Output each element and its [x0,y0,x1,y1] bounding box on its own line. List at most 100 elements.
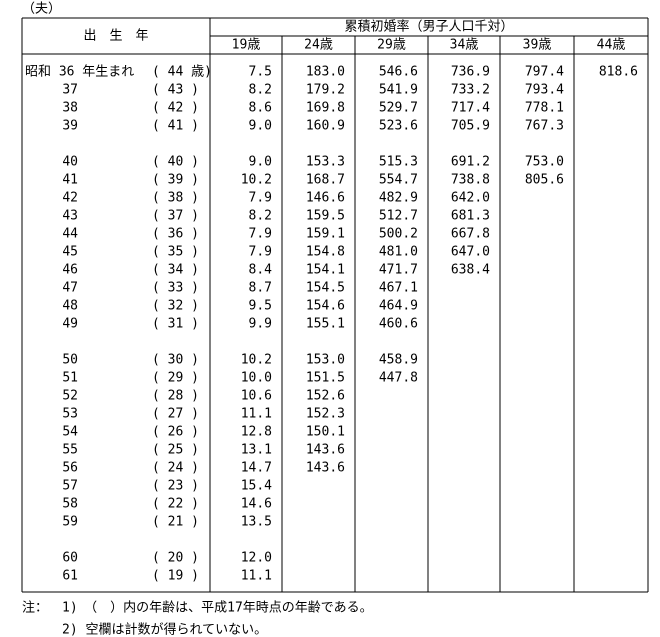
value-cell: 460.6 [379,317,418,332]
age: ( 37 ) [152,209,199,224]
birth-year: 44 [62,227,78,242]
value-cell: 797.4 [525,65,564,80]
value-cell: 13.1 [241,443,272,458]
value-cell: 9.5 [249,299,272,314]
value-cell: 467.1 [379,281,418,296]
birth-year: 42 [62,191,78,206]
value-cell: 10.2 [241,173,272,188]
value-cell: 152.3 [306,407,345,422]
value-cell: 447.8 [379,371,418,386]
value-cell: 8.2 [249,83,272,98]
age: ( 25 ) [152,443,199,458]
value-cell: 529.7 [379,101,418,116]
column-header: 44歳 [597,38,626,53]
value-cell: 13.5 [241,515,272,530]
value-cell: 154.1 [306,263,345,278]
birth-year: 56 [62,461,78,476]
age: ( 26 ) [152,425,199,440]
birth-year: 58 [62,497,78,512]
value-cell: 159.5 [306,209,345,224]
age: ( 41 ) [152,119,199,134]
value-cell: 681.3 [451,209,490,224]
value-cell: 10.0 [241,371,272,386]
value-cell: 9.9 [249,317,272,332]
value-cell: 159.1 [306,227,345,242]
age: ( 19 ) [152,569,199,584]
birth-year: 49 [62,317,78,332]
age: ( 31 ) [152,317,199,332]
value-cell: 10.6 [241,389,272,404]
age: ( 44 歳) [152,65,212,80]
age: ( 36 ) [152,227,199,242]
value-cell: 160.9 [306,119,345,134]
value-cell: 154.8 [306,245,345,260]
value-cell: 541.9 [379,83,418,98]
age: ( 39 ) [152,173,199,188]
value-cell: 736.9 [451,65,490,80]
value-cell: 169.8 [306,101,345,116]
value-cell: 183.0 [306,65,345,80]
value-cell: 12.8 [241,425,272,440]
note: 2) 空欄は計数が得られていない。 [62,622,267,637]
value-cell: 458.9 [379,353,418,368]
age: ( 24 ) [152,461,199,476]
birth-year-header: 出 生 年 [83,29,148,44]
value-cell: 10.2 [241,353,272,368]
age: ( 32 ) [152,299,199,314]
value-cell: 753.0 [525,155,564,170]
birth-year: 51 [62,371,78,386]
value-cell: 8.6 [249,101,272,116]
value-cell: 738.8 [451,173,490,188]
age: ( 34 ) [152,263,199,278]
age: ( 40 ) [152,155,199,170]
value-cell: 546.6 [379,65,418,80]
value-cell: 179.2 [306,83,345,98]
column-header: 24歳 [304,38,333,53]
value-cell: 778.1 [525,101,564,116]
birth-year: 46 [62,263,78,278]
value-cell: 481.0 [379,245,418,260]
value-cell: 667.8 [451,227,490,242]
value-cell: 15.4 [241,479,272,494]
age: ( 42 ) [152,101,199,116]
column-header: 29歳 [377,38,406,53]
value-cell: 153.3 [306,155,345,170]
value-cell: 515.3 [379,155,418,170]
age: ( 27 ) [152,407,199,422]
value-cell: 7.5 [249,65,272,80]
value-cell: 143.6 [306,443,345,458]
birth-year: 59 [62,515,78,530]
birth-year: 48 [62,299,78,314]
value-cell: 767.3 [525,119,564,134]
value-cell: 146.6 [306,191,345,206]
birth-year: 41 [62,173,78,188]
table-label: （夫） [22,2,61,17]
value-cell: 7.9 [249,227,272,242]
value-cell: 7.9 [249,245,272,260]
value-cell: 8.2 [249,209,272,224]
birth-year: 38 [62,101,78,116]
birth-year: 54 [62,425,78,440]
value-cell: 143.6 [306,461,345,476]
birth-year: 39 [62,119,78,134]
value-cell: 155.1 [306,317,345,332]
age: ( 22 ) [152,497,199,512]
value-cell: 793.4 [525,83,564,98]
value-cell: 8.4 [249,263,273,278]
value-cell: 642.0 [451,191,490,206]
birth-year: 57 [62,479,78,494]
birth-year: 52 [62,389,78,404]
age: ( 21 ) [152,515,199,530]
birth-year: 61 [62,569,78,584]
age: ( 33 ) [152,281,199,296]
age: ( 20 ) [152,551,199,566]
column-header: 39歳 [523,38,552,53]
birth-year: 53 [62,407,78,422]
birth-year: 40 [62,155,78,170]
table-lines [21,17,649,593]
birth-year: 37 [62,83,78,98]
birth-year: 50 [62,353,78,368]
value-cell: 11.1 [241,569,272,584]
group-header: 累積初婚率（男子人口千対） [344,19,513,35]
column-header: 34歳 [450,38,479,53]
